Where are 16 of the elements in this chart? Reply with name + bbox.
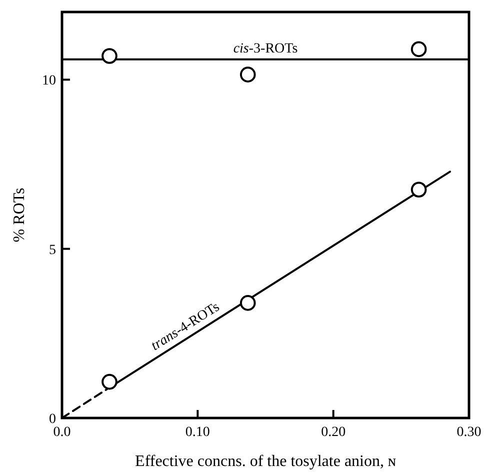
y-tick-label: 10 — [42, 74, 56, 89]
x-tick-label: 0.20 — [321, 425, 346, 440]
y-tick-label: 0 — [49, 412, 56, 427]
x-axis-title: Effective concns. of the tosylate anion, ɴ — [135, 453, 396, 470]
point — [102, 374, 118, 390]
point — [102, 48, 118, 64]
point — [240, 295, 256, 311]
point — [240, 66, 256, 82]
x-tick-label: 0.10 — [185, 425, 210, 440]
y-tick-label: 5 — [49, 242, 56, 258]
series-label: cis-3-ROTs — [233, 41, 298, 56]
y-axis-title: % ROTs — [11, 188, 28, 242]
point — [410, 182, 427, 198]
x-tick-label: 0.30 — [456, 425, 482, 440]
point — [410, 41, 427, 58]
x-tick-label: 0.0 — [53, 425, 71, 440]
